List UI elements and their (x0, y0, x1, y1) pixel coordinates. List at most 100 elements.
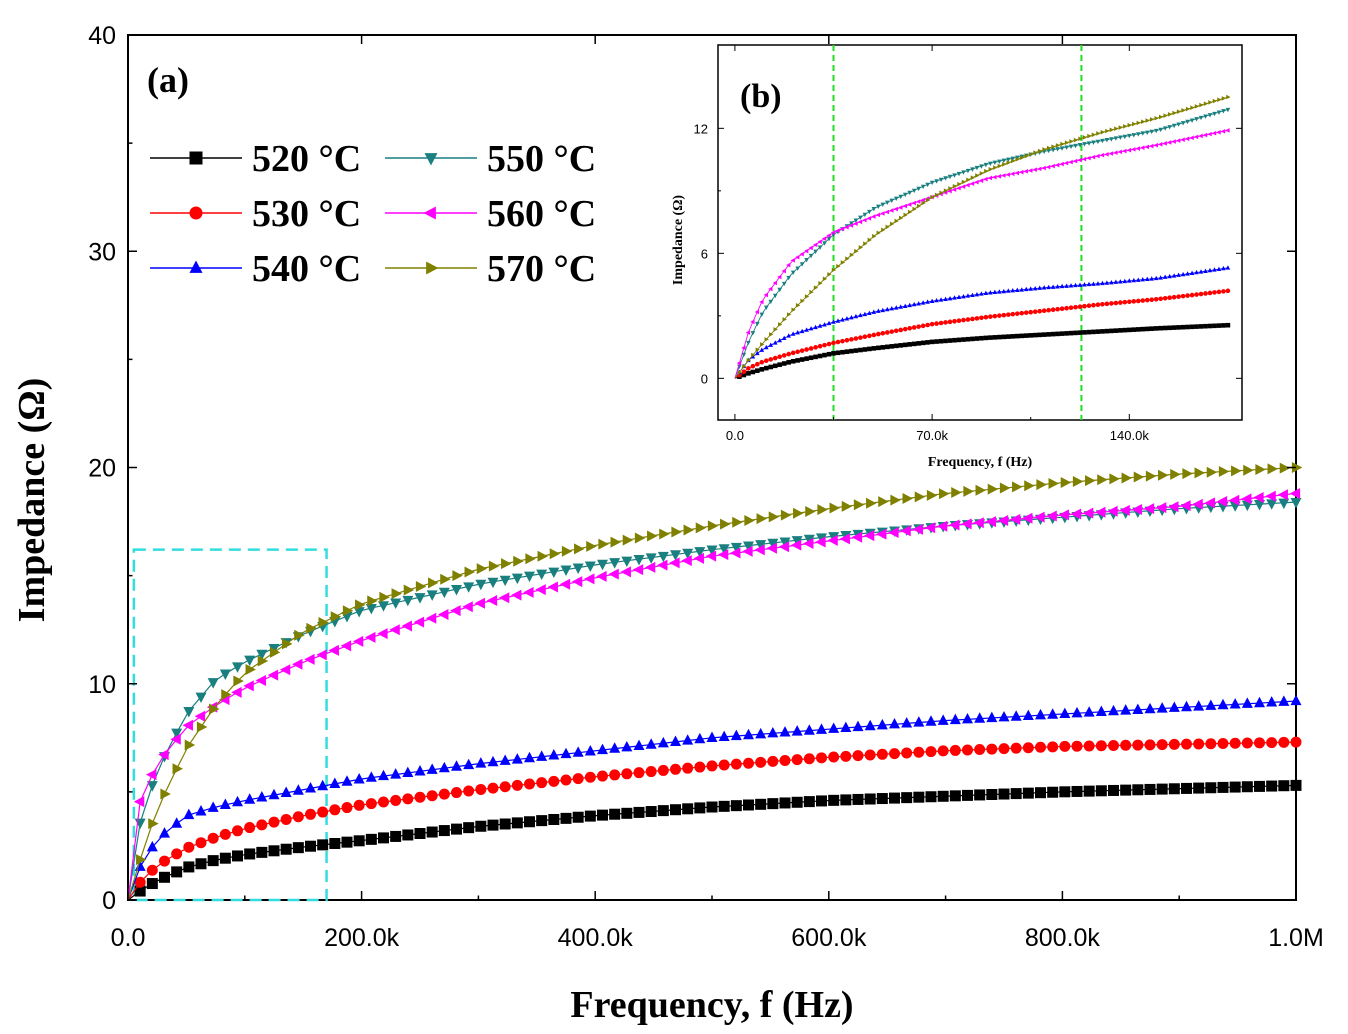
data-point (1176, 325, 1181, 330)
data-point (974, 336, 980, 341)
data-point (786, 360, 791, 365)
data-point (858, 335, 863, 340)
data-point (1221, 323, 1226, 328)
data-point (1010, 788, 1022, 800)
data-point (695, 522, 707, 534)
data-point (1140, 298, 1146, 303)
data-point (1118, 328, 1123, 333)
data-point (1217, 97, 1222, 103)
data-point (1100, 129, 1106, 135)
data-point (1117, 149, 1123, 155)
data-point (1068, 144, 1074, 150)
data-point (876, 793, 888, 805)
data-point (487, 755, 499, 767)
data-point (1153, 128, 1159, 134)
data-point (1010, 156, 1016, 161)
data-point (670, 763, 681, 775)
data-point (706, 545, 718, 556)
data-point (1207, 323, 1213, 329)
data-point (839, 226, 845, 232)
data-point (901, 792, 913, 804)
legend-item-550-c: 550 °C (385, 138, 596, 180)
data-point (1212, 267, 1217, 272)
data-point (707, 520, 719, 532)
data-point (1041, 308, 1047, 313)
data-point (961, 170, 966, 175)
data-point (848, 223, 854, 228)
data-point (934, 339, 939, 344)
data-point (956, 171, 962, 177)
data-point (499, 754, 511, 765)
data-point (463, 822, 475, 834)
data-point (983, 162, 989, 168)
data-point (243, 680, 254, 692)
data-point (949, 713, 961, 725)
data-point (1022, 512, 1033, 524)
data-point (1162, 126, 1168, 131)
data-point (1194, 324, 1199, 329)
data-point (1135, 132, 1141, 137)
data-point (808, 355, 814, 361)
data-point (817, 343, 823, 349)
data-point (1037, 308, 1042, 314)
data-point (244, 793, 256, 804)
data-point (1140, 277, 1146, 282)
data-point (1176, 109, 1182, 114)
data-point (1212, 98, 1218, 104)
legend: 520 °C 530 °C 540 °C 550 °C 560 °C 570 °C (150, 138, 596, 290)
data-point (1207, 290, 1213, 296)
data-point (572, 563, 584, 574)
data-point (1050, 147, 1056, 153)
x-tick-label: 400.0k (558, 924, 634, 952)
x-tick-label: 0.0 (726, 428, 744, 443)
data-point (816, 752, 827, 764)
data-point (780, 509, 792, 521)
data-point (146, 864, 158, 876)
data-point (952, 318, 957, 324)
data-point (929, 339, 935, 345)
data-point (777, 322, 783, 327)
data-point (438, 608, 449, 620)
data-point (1104, 280, 1110, 285)
data-point (621, 807, 633, 819)
data-point (1141, 119, 1146, 125)
data-point (750, 363, 756, 369)
data-point (875, 212, 881, 218)
data-point (657, 764, 669, 776)
data-point (306, 622, 317, 634)
series-570-c (127, 462, 1303, 901)
data-point (1203, 323, 1208, 329)
data-point (920, 197, 925, 203)
data-point (889, 748, 900, 760)
data-point (1059, 331, 1065, 336)
legend-item-570-c: 570 °C (385, 248, 596, 290)
data-point (831, 340, 836, 346)
data-point (183, 808, 195, 820)
data-point (1046, 145, 1052, 151)
data-point (232, 795, 243, 807)
data-point (1019, 287, 1025, 292)
data-point (1243, 464, 1254, 476)
data-point (1185, 106, 1191, 112)
data-point (683, 524, 694, 536)
data-point (741, 372, 747, 378)
data-point (1011, 158, 1016, 164)
data-point (292, 811, 304, 823)
data-point (572, 811, 584, 823)
data-point (548, 813, 560, 825)
data-point (1005, 172, 1011, 177)
data-point (292, 842, 304, 854)
legend-label: 560 °C (487, 193, 596, 235)
data-point (781, 361, 787, 366)
series-560-c (127, 487, 1301, 901)
data-point (1192, 498, 1203, 510)
data-point (1086, 329, 1092, 335)
data-point (634, 532, 646, 544)
data-point (378, 769, 389, 781)
data-point (862, 311, 868, 317)
data-point (1162, 325, 1168, 331)
inset-series (734, 94, 1231, 379)
data-point (934, 179, 939, 184)
data-point (1037, 285, 1042, 290)
data-point (1078, 136, 1083, 142)
